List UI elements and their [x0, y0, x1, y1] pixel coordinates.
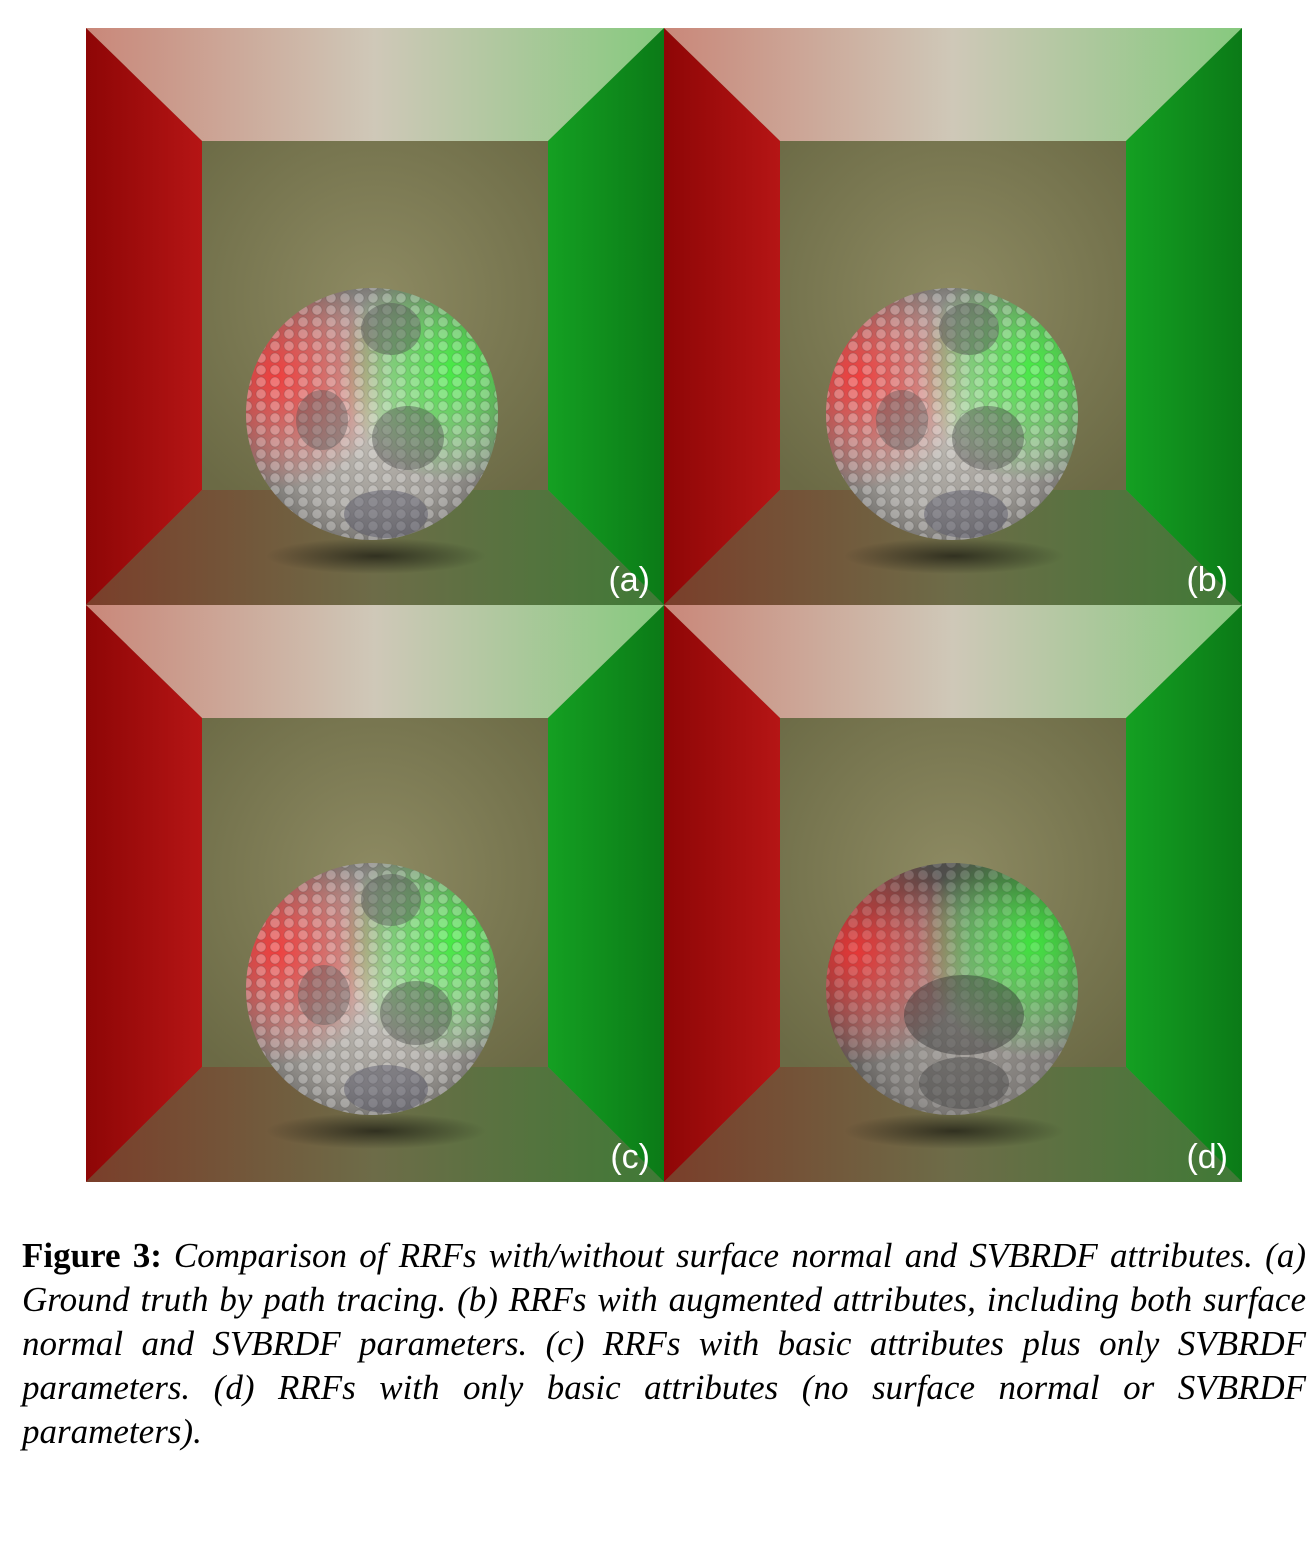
panel-label-d: (d) — [1186, 1138, 1228, 1176]
figure-caption: Figure 3: Comparison of RRFs with/without… — [22, 1234, 1306, 1454]
figure-grid: (a) (b) — [86, 28, 1242, 1182]
caption-text: Comparison of RRFs with/without surface … — [22, 1236, 1306, 1451]
panel-label-a: (a) — [608, 561, 650, 599]
cornell-box-render-a — [86, 28, 664, 605]
panel-label-c: (c) — [610, 1138, 650, 1176]
panel-label-b: (b) — [1186, 561, 1228, 599]
panel-d: (d) — [664, 605, 1242, 1182]
panel-c: (c) — [86, 605, 664, 1182]
cornell-box-render-b — [664, 28, 1242, 605]
panel-a: (a) — [86, 28, 664, 605]
cornell-box-render-c — [86, 605, 664, 1182]
panel-b: (b) — [664, 28, 1242, 605]
cornell-box-render-d — [664, 605, 1242, 1182]
caption-label: Figure 3: — [22, 1236, 162, 1275]
